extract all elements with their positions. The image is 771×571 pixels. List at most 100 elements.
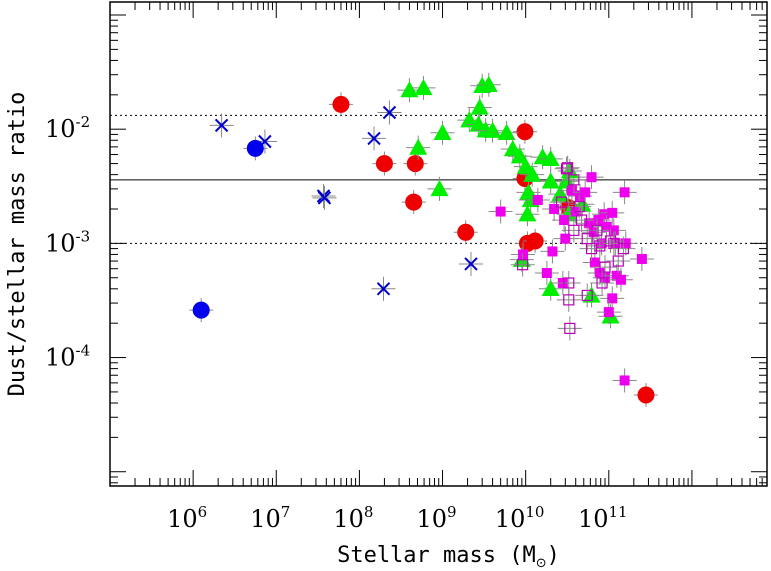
point-open-square-5-9	[579, 236, 604, 261]
square-marker	[560, 233, 571, 244]
x-tick-label: 106	[167, 503, 207, 533]
square-marker	[619, 375, 630, 386]
point-x-0-4	[362, 126, 387, 151]
open-square-marker	[568, 174, 580, 186]
triangle-marker	[470, 98, 489, 115]
point-open-square-5-13	[590, 270, 615, 295]
point-open-square-5-2	[549, 190, 574, 215]
axis-ticks	[109, 2, 768, 486]
circle-marker	[246, 139, 264, 157]
circle-marker	[457, 223, 475, 241]
open-square-marker	[599, 261, 611, 273]
point-square-4-32	[596, 300, 621, 325]
point-open-square-5-0	[555, 155, 580, 180]
square-marker	[607, 293, 618, 304]
point-triangle-3-3	[476, 72, 501, 97]
open-square-marker	[617, 242, 630, 255]
cross-marker-b	[214, 118, 229, 133]
plot-frame	[109, 1, 768, 487]
cross-marker-b	[317, 191, 332, 205]
point-triangle-3-4	[467, 95, 492, 120]
point-circle-2-4	[453, 220, 478, 245]
triangle-marker	[414, 78, 433, 96]
square-marker	[601, 221, 612, 232]
triangle-marker	[497, 123, 516, 140]
triangle-marker	[523, 165, 542, 182]
circle-marker	[637, 386, 655, 404]
cross-marker-b	[382, 105, 397, 120]
triangle-marker	[430, 179, 449, 197]
point-triangle-3-7	[430, 120, 455, 145]
circle-marker	[516, 123, 534, 141]
x-tick-label: 1010	[495, 503, 545, 533]
reference-lines	[110, 114, 767, 244]
point-triangle-3-27	[406, 135, 431, 160]
triangle-marker	[510, 147, 529, 164]
x-tick-label: 1011	[578, 503, 628, 533]
point-circle-2-10	[633, 382, 658, 407]
triangle-marker	[460, 111, 479, 128]
point-circle-1-1	[189, 298, 214, 323]
data-points	[189, 72, 658, 407]
point-square-4-24	[534, 261, 559, 286]
triangle-marker	[560, 162, 579, 179]
point-circle-2-2	[403, 151, 428, 176]
square-marker	[580, 187, 591, 198]
square-marker	[586, 172, 597, 183]
square-marker	[584, 218, 595, 229]
point-circle-2-8	[523, 228, 548, 253]
x-tick-label: 108	[333, 503, 373, 533]
square-marker	[566, 185, 577, 196]
point-square-4-16	[600, 200, 625, 225]
triangle-marker	[518, 205, 537, 222]
triangle-marker	[479, 75, 498, 92]
point-x-0-0	[209, 113, 234, 138]
point-open-square-5-17	[557, 316, 582, 341]
y-tick-labels: 10-2 10-3 10-4	[45, 113, 90, 371]
open-square-marker	[591, 224, 603, 236]
open-square-marker	[562, 162, 574, 174]
point-triangle-3-10	[494, 120, 519, 145]
point-open-square-5-5	[561, 218, 586, 243]
open-square-marker	[564, 322, 576, 335]
point-triangle-3-9	[480, 118, 505, 143]
square-marker	[549, 204, 560, 215]
point-square-4-0	[488, 199, 513, 224]
point-square-4-19	[612, 180, 637, 205]
point-triangle-3-12	[507, 144, 532, 169]
point-triangle-3-26	[427, 176, 452, 201]
square-marker	[594, 268, 605, 279]
point-triangle-3-29	[538, 276, 563, 301]
open-square-marker	[612, 255, 624, 267]
open-square-marker	[575, 214, 588, 226]
square-marker	[588, 227, 599, 238]
square-marker	[615, 274, 626, 285]
square-marker	[608, 225, 619, 236]
square-marker	[593, 215, 604, 226]
point-open-square-5-16	[556, 287, 581, 312]
circle-marker	[332, 95, 350, 113]
point-circle-2-0	[328, 92, 353, 117]
point-circle-2-5	[512, 119, 537, 144]
open-square-marker	[596, 277, 608, 289]
point-open-square-5-1	[561, 167, 586, 192]
point-triangle-3-14	[520, 162, 545, 187]
cross-marker-b	[464, 257, 478, 271]
square-marker	[589, 257, 600, 268]
point-square-4-9	[579, 165, 604, 190]
x-axis-title: Stellar mass (M⊙)	[337, 543, 560, 571]
square-marker	[532, 194, 543, 205]
square-marker	[547, 246, 558, 257]
open-square-marker	[568, 224, 580, 236]
point-square-4-23	[540, 239, 565, 264]
x-tick-label: 109	[416, 503, 456, 533]
x-tick-labels: 106 107 108 109 1010 1011	[167, 503, 628, 533]
point-square-4-8	[573, 180, 598, 205]
point-x-0-3	[312, 185, 337, 210]
point-open-square-5-21	[611, 236, 636, 261]
x-tick-label: 107	[250, 503, 290, 533]
open-square-marker	[517, 259, 529, 271]
point-square-4-31	[608, 267, 633, 292]
point-circle-2-3	[401, 190, 426, 215]
square-marker	[495, 206, 506, 217]
